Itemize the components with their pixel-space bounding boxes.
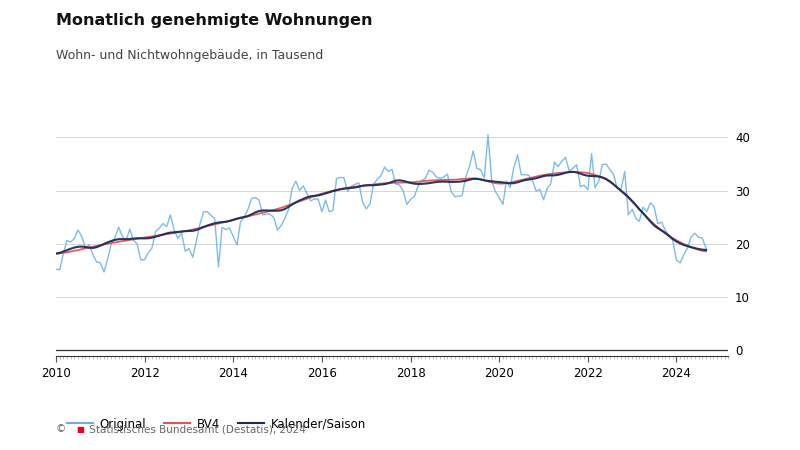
- Text: ■: ■: [76, 425, 84, 434]
- Text: Wohn- und Nichtwohngebäude, in Tausend: Wohn- und Nichtwohngebäude, in Tausend: [56, 50, 323, 63]
- Text: Monatlich genehmigte Wohnungen: Monatlich genehmigte Wohnungen: [56, 14, 373, 28]
- Text: Statistisches Bundesamt (Destatis), 2024: Statistisches Bundesamt (Destatis), 2024: [86, 424, 306, 434]
- Legend: Original, BV4, Kalender/Saison: Original, BV4, Kalender/Saison: [62, 413, 371, 435]
- Text: ©: ©: [56, 424, 66, 434]
